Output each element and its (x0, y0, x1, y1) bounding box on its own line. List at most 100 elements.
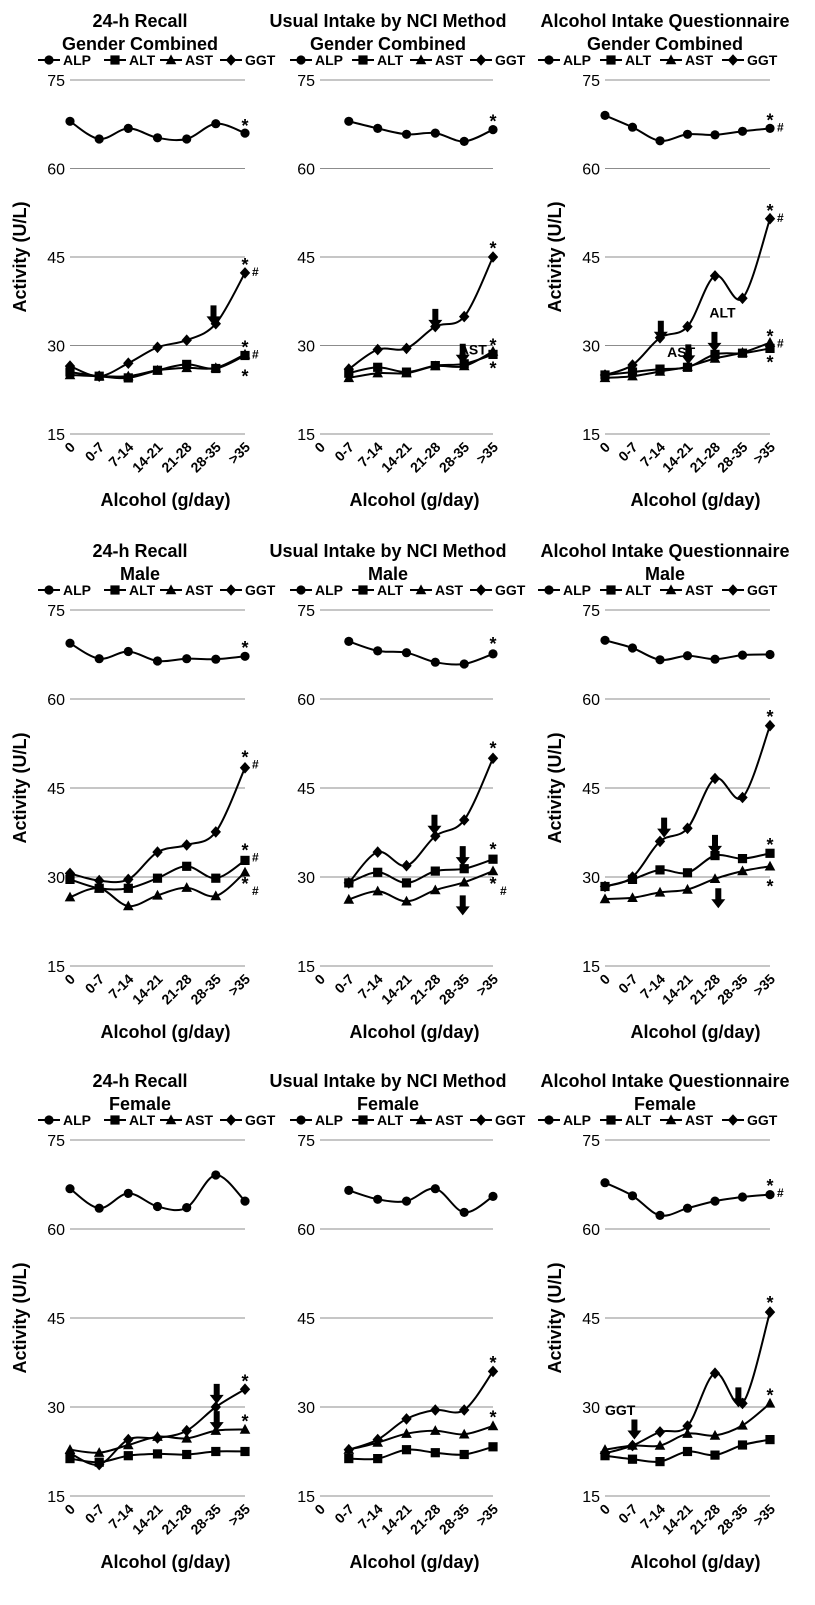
x-tick-label: 14-21 (659, 1501, 696, 1538)
legend-entry: ALP (563, 52, 591, 68)
x-axis-label: Alcohol (g/day) (101, 1552, 231, 1572)
data-point (210, 1401, 221, 1413)
data-point (600, 1178, 610, 1188)
data-point (710, 1196, 720, 1206)
data-point (123, 370, 134, 381)
data-point (654, 365, 666, 376)
legend-entry: ALP (315, 52, 343, 68)
x-tick-label: 14-21 (129, 439, 166, 476)
data-point (344, 1185, 354, 1195)
series-ggt (343, 251, 499, 375)
legend-entry: GGT (495, 582, 526, 598)
legend-marker (225, 54, 237, 66)
chart-subtitle: Female (634, 1094, 696, 1114)
legend-marker (665, 54, 677, 65)
data-point (211, 1170, 221, 1180)
data-point (654, 1426, 666, 1438)
y-axis-label: Activity (U/L) (545, 1262, 565, 1373)
legend-entry: ALT (625, 1112, 652, 1128)
data-point (152, 1449, 163, 1459)
data-point (401, 129, 412, 139)
data-point (373, 1454, 383, 1464)
legend-entry: ALT (377, 582, 404, 598)
y-tick-label: 75 (297, 603, 315, 620)
significance-mark: * (489, 239, 496, 259)
x-tick-label: 14-21 (129, 1501, 166, 1538)
legend-entry: AST (185, 1112, 213, 1128)
significance-mark: * (241, 638, 248, 658)
data-point (737, 865, 748, 876)
legend-marker (296, 1115, 306, 1125)
data-point (64, 867, 76, 880)
chart-subtitle: Gender Combined (310, 34, 466, 54)
y-tick-label: 45 (47, 250, 65, 267)
data-point (430, 1448, 440, 1458)
legend: ALP ALT AST GGT (38, 582, 276, 598)
x-tick-label: >35 (750, 1501, 778, 1529)
x-tick-label: 28-35 (187, 1501, 224, 1538)
data-point (94, 134, 104, 144)
y-tick-label: 75 (47, 1133, 65, 1150)
annotation-label: AST (667, 344, 695, 360)
legend-marker (727, 1114, 739, 1126)
x-tick-label: 14-21 (129, 971, 166, 1008)
legend-entry: GGT (245, 52, 276, 68)
data-point (765, 848, 775, 858)
x-tick-label: 0 (311, 971, 328, 988)
data-point (655, 865, 665, 875)
legend-entry: ALP (63, 1112, 91, 1128)
data-point (459, 659, 469, 669)
x-tick-label: >35 (225, 971, 253, 999)
legend-entry: GGT (245, 582, 276, 598)
x-tick-label: >35 (473, 971, 501, 999)
x-tick-label: 21-28 (407, 1501, 444, 1538)
series-alt (600, 1435, 775, 1467)
series-ggt (599, 212, 776, 381)
y-tick-label: 60 (582, 1222, 600, 1239)
y-tick-label: 15 (47, 959, 65, 976)
y-tick-label: 75 (297, 1133, 315, 1150)
significance-mark-sub: # (252, 758, 259, 772)
data-point (181, 1432, 192, 1443)
x-tick-label: 28-35 (436, 971, 473, 1008)
legend-marker (544, 55, 554, 65)
chart-title: Alcohol Intake Questionnaire (540, 541, 789, 561)
chart-subtitle: Male (645, 564, 685, 584)
data-point (737, 126, 748, 136)
data-point (600, 635, 610, 645)
data-point (627, 1454, 638, 1464)
arrow-icon (455, 846, 470, 867)
legend-marker (44, 55, 54, 65)
series-line (348, 1425, 494, 1451)
chart-panel-3: 24-h Recall Male ALP ALT AST GGT 15 30 45 60 75 0 0-… (10, 541, 276, 1042)
legend-entry: AST (185, 52, 213, 68)
data-point (459, 1449, 469, 1460)
data-point (765, 1435, 775, 1445)
data-point (181, 334, 192, 346)
data-point (240, 1446, 250, 1457)
data-point (401, 895, 412, 906)
data-point (487, 1365, 499, 1378)
chart-subtitle: Female (357, 1094, 419, 1114)
x-tick-label: 28-35 (436, 439, 473, 476)
significance-mark: * (241, 841, 248, 861)
y-axis-label: Activity (U/L) (10, 1262, 30, 1373)
data-point (123, 1188, 133, 1198)
series-alp (344, 1184, 498, 1217)
legend-entry: AST (435, 1112, 463, 1128)
y-tick-label: 60 (582, 162, 600, 179)
data-point (655, 655, 665, 665)
arrow-icon (657, 817, 672, 838)
significance-mark: * (241, 255, 248, 275)
data-point (343, 372, 355, 383)
significance-mark: * (241, 116, 248, 136)
chart-panel-5: Alcohol Intake Questionnaire Male ALP ALT AS… (538, 541, 790, 1042)
x-tick-label: 21-28 (407, 971, 444, 1008)
series-alp (65, 116, 250, 144)
significance-mark-sub: # (500, 884, 507, 898)
x-tick-label: 0 (596, 971, 613, 988)
data-point (94, 370, 105, 382)
x-tick-label: >35 (225, 1501, 253, 1529)
data-point (211, 873, 221, 883)
